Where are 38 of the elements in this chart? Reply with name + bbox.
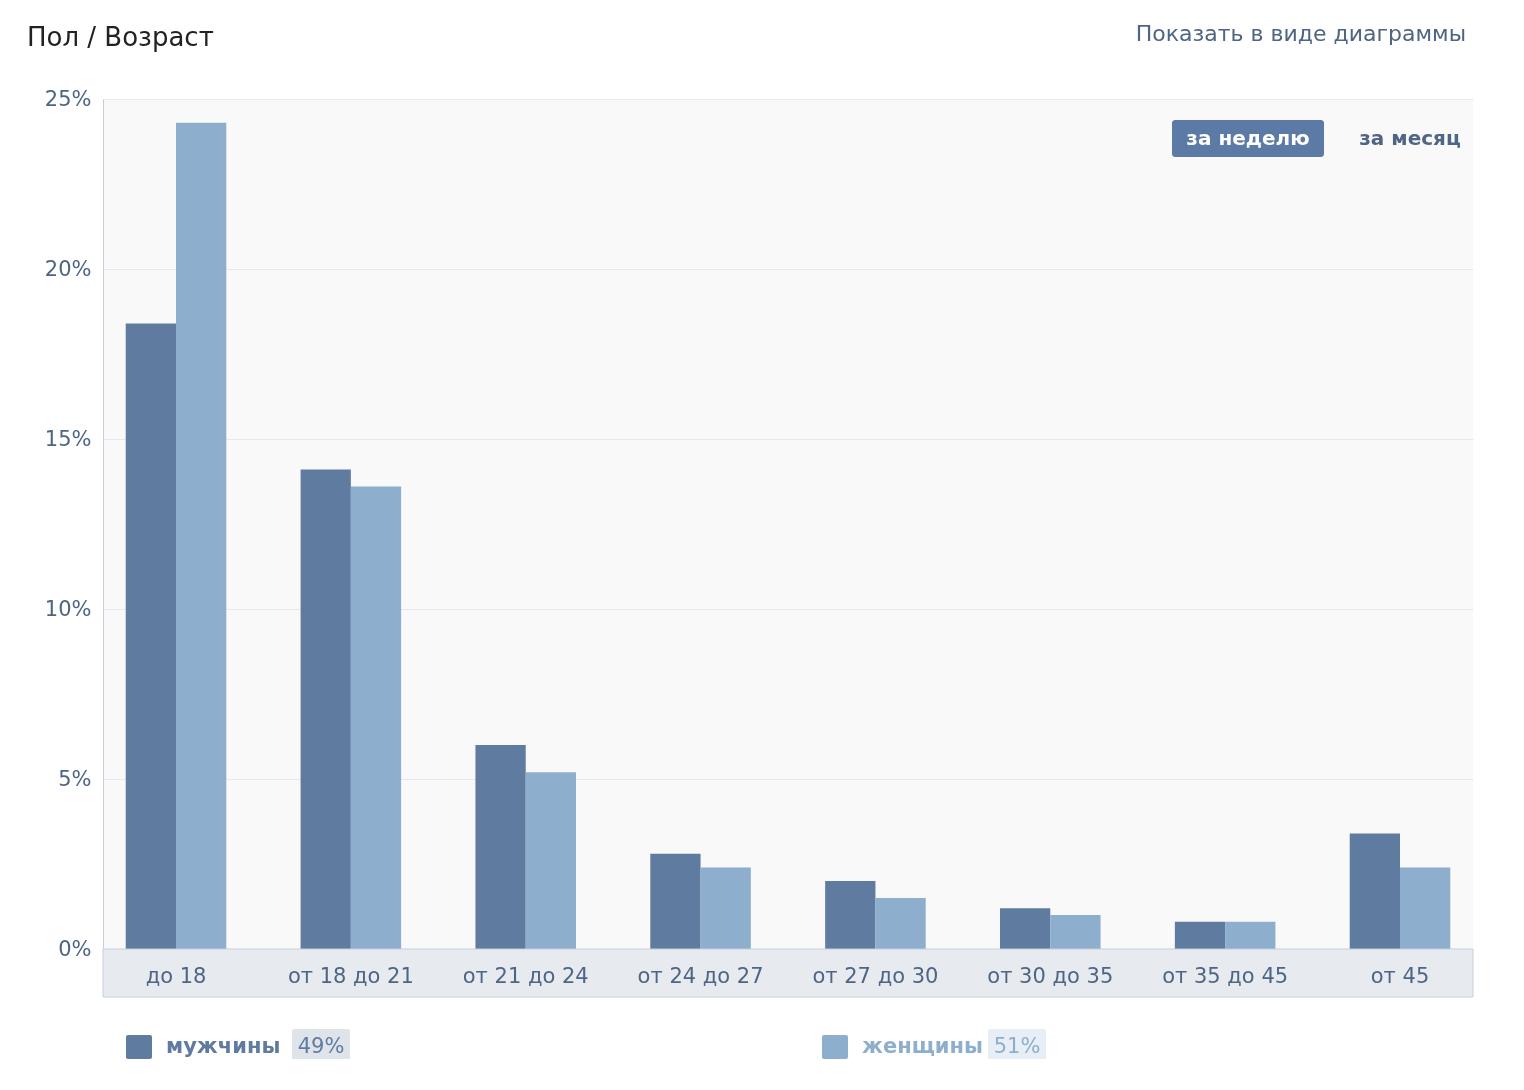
y-tick-label: 10%: [44, 596, 92, 621]
bar: [1174, 921, 1226, 949]
y-tick-label: 5%: [58, 766, 92, 791]
x-tick-label: от 30 до 35: [987, 963, 1114, 988]
x-tick-label: от 45: [1370, 963, 1430, 988]
bar: [1400, 867, 1451, 949]
legend-label: женщины: [862, 1034, 984, 1058]
bar: [300, 469, 351, 949]
bar: [650, 853, 701, 949]
bar: [1349, 833, 1400, 949]
bar: [525, 772, 576, 949]
x-tick-label: от 24 до 27: [637, 963, 764, 988]
y-tick-label: 20%: [44, 256, 92, 281]
chart-title: Пол / Возраст: [27, 22, 214, 52]
x-tick-label: от 18 до 21: [287, 963, 414, 988]
legend-label: мужчины: [166, 1034, 281, 1058]
bar: [700, 867, 751, 949]
annotation: за неделю: [1186, 126, 1310, 150]
x-tick-label: от 35 до 45: [1162, 963, 1289, 988]
bar: [475, 745, 526, 949]
x-tick-label: от 21 до 24: [462, 963, 589, 988]
y-tick-label: 0%: [58, 936, 92, 961]
x-tick-label: до 18: [145, 963, 207, 988]
bar: [1225, 921, 1276, 949]
text: 51%: [993, 1034, 1041, 1058]
bar: [1050, 915, 1101, 949]
x-tick-label: от 27 до 30: [812, 963, 939, 988]
bar: [875, 898, 926, 949]
bar: [825, 881, 876, 949]
bar: [1000, 908, 1051, 949]
y-tick-label: 15%: [44, 426, 92, 451]
text: Показать в виде диаграммы: [1135, 21, 1466, 46]
y-tick-label: 25%: [44, 86, 92, 111]
bar: [125, 323, 176, 949]
bar: [176, 122, 227, 949]
bar: [350, 486, 402, 949]
annotation: за месяц: [1359, 126, 1461, 150]
text: 49%: [297, 1034, 345, 1058]
